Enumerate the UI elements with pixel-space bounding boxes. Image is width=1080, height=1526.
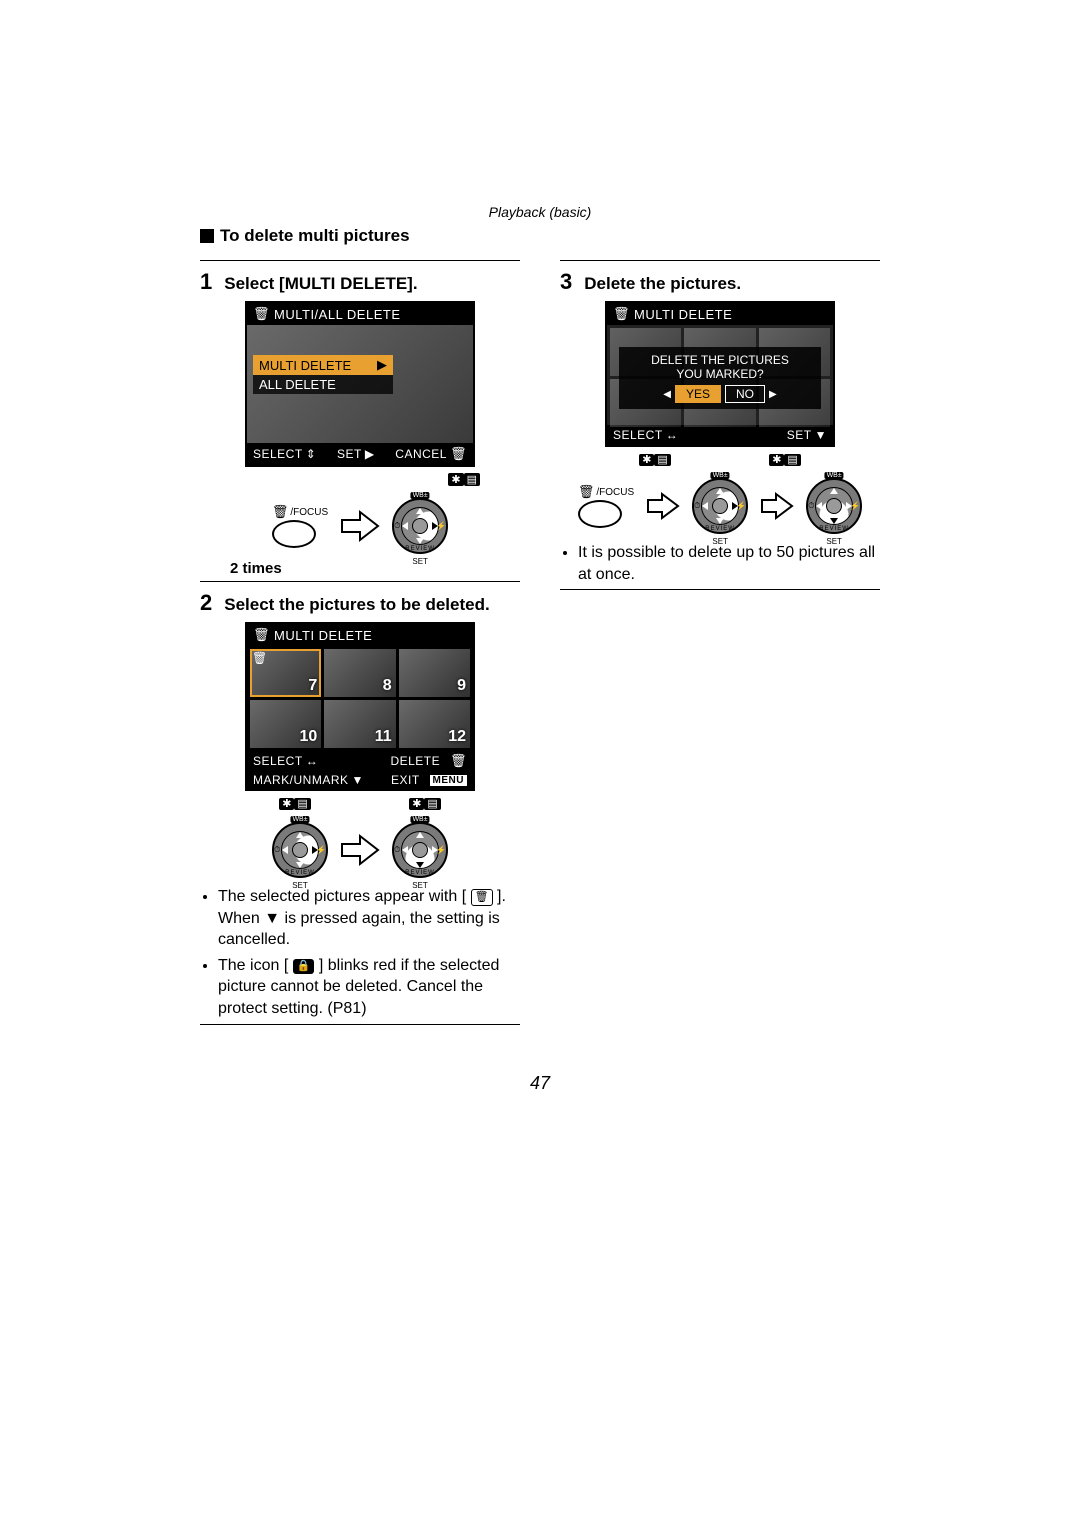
step-1-number: 1 <box>200 269 212 295</box>
step-1-title: Select [MULTI DELETE]. <box>224 274 417 294</box>
yes-button[interactable]: YES <box>675 385 721 403</box>
trash-icon: 🗑 <box>253 627 270 643</box>
screen-thumbnail-select: 🗑 MULTI DELETE 🗑7 8 9 10 11 12 SELECT DE… <box>245 622 475 791</box>
focus-button[interactable]: 🗑/FOCUS <box>272 504 328 548</box>
step-1-heading: 1 Select [MULTI DELETE]. <box>200 269 520 295</box>
thumbnail[interactable]: 10 <box>250 700 321 748</box>
dpad-control[interactable]: WB± ⏱⚡ REVIEW SET <box>806 478 862 534</box>
step-3-notes: It is possible to delete up to 50 pictur… <box>560 542 880 585</box>
arrow-right-icon <box>760 490 794 522</box>
trash-inline-icon: 🗑 <box>471 889 493 906</box>
thumbnail[interactable]: 8 <box>324 649 395 697</box>
screen3-title: MULTI DELETE <box>634 307 732 322</box>
dpad-control[interactable]: WB± ⏱⚡ REVIEW SET <box>272 822 328 878</box>
no-button[interactable]: NO <box>725 385 765 403</box>
ev-icon: ✱ <box>448 473 463 486</box>
step-3-title: Delete the pictures. <box>584 274 741 294</box>
screen1-title: MULTI/ALL DELETE <box>274 307 400 322</box>
lock-inline-icon: 🔒 <box>293 959 315 974</box>
dpad-control[interactable]: WB± ⏱⚡ REVIEW SET <box>392 822 448 878</box>
thumbnail[interactable]: 11 <box>324 700 395 748</box>
arrow-right-icon <box>340 832 380 868</box>
burst-icon: ▤ <box>464 473 480 486</box>
dpad-control[interactable]: WB± ⏱ ⚡ REVIEW SET <box>392 498 448 554</box>
menu-multi-delete[interactable]: MULTI DELETE ▶ <box>253 355 393 375</box>
step-2-notes: The selected pictures appear with [ 🗑 ].… <box>200 886 520 1020</box>
screen-multi-all-delete: 🗑 MULTI/ALL DELETE MULTI DELETE ▶ ALL DE… <box>245 301 475 467</box>
arrow-right-icon <box>646 490 680 522</box>
thumbnail[interactable]: 🗑7 <box>250 649 321 697</box>
step-2-title: Select the pictures to be deleted. <box>224 595 489 615</box>
screen2-title: MULTI DELETE <box>274 628 372 643</box>
trash-icon: 🗑 <box>253 306 270 322</box>
press-count: 2 times <box>230 560 520 577</box>
screen-confirm-delete: 🗑 MULTI DELETE DELETE THE PICTURES YOU M… <box>605 301 835 447</box>
thumbnail[interactable]: 9 <box>399 649 470 697</box>
section-title: To delete multi pictures <box>200 226 880 246</box>
focus-button[interactable]: 🗑/FOCUS <box>578 484 634 528</box>
step-3-heading: 3 Delete the pictures. <box>560 269 880 295</box>
menu-all-delete[interactable]: ALL DELETE <box>253 375 393 394</box>
step-3-number: 3 <box>560 269 572 295</box>
screen1-menu: MULTI DELETE ▶ ALL DELETE <box>253 355 393 394</box>
trash-icon: 🗑 <box>613 306 630 322</box>
page-number: 47 <box>200 1073 880 1094</box>
chapter-label: Playback (basic) <box>200 204 880 220</box>
dpad-control[interactable]: WB± ⏱⚡ REVIEW SET <box>692 478 748 534</box>
timer-icon: ⏱ <box>394 521 400 531</box>
step-2-number: 2 <box>200 590 212 616</box>
right-column: 3 Delete the pictures. 🗑 MULTI DELETE DE… <box>560 256 880 1033</box>
trash-mark-icon: 🗑 <box>252 651 267 665</box>
section-bullet-icon <box>200 229 214 243</box>
flash-icon: ⚡ <box>436 522 446 531</box>
left-column: 1 Select [MULTI DELETE]. 🗑 MULTI/ALL DEL… <box>200 256 520 1033</box>
section-title-text: To delete multi pictures <box>220 226 410 246</box>
arrow-right-icon <box>340 508 380 544</box>
chevron-right-icon: ▶ <box>377 357 387 373</box>
step-2-heading: 2 Select the pictures to be deleted. <box>200 590 520 616</box>
thumbnail[interactable]: 12 <box>399 700 470 748</box>
